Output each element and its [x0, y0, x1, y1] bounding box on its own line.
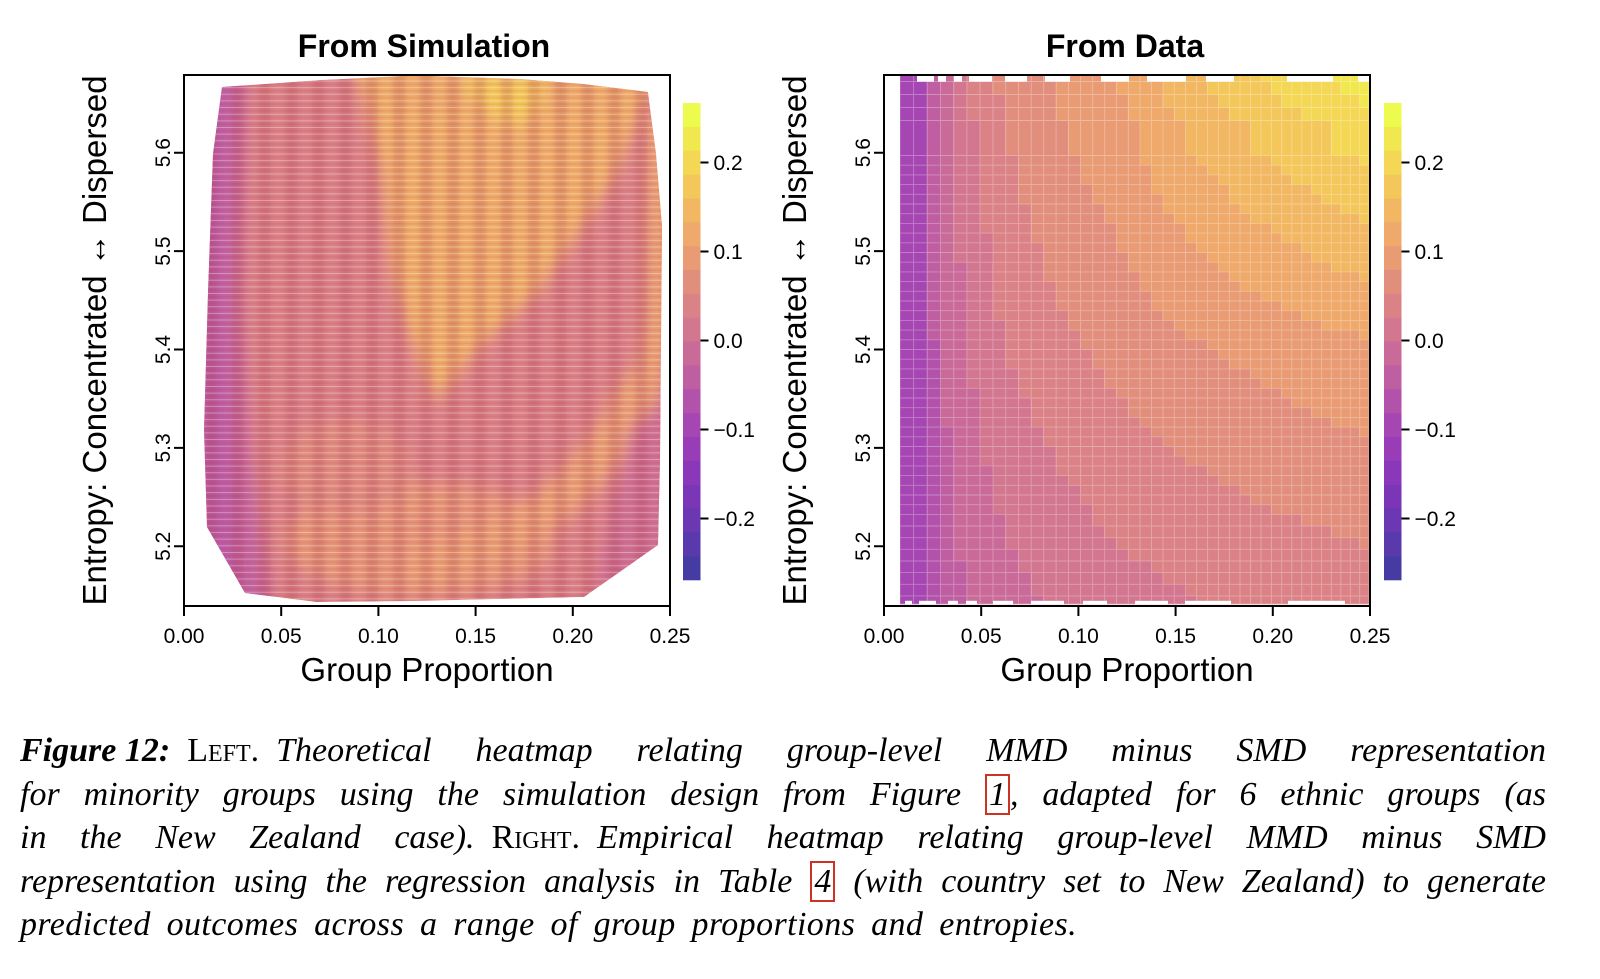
- svg-text:5.5: 5.5: [152, 236, 175, 265]
- svg-text:5.4: 5.4: [852, 335, 875, 365]
- svg-text:0.10: 0.10: [1058, 625, 1099, 648]
- svg-text:0.25: 0.25: [1350, 625, 1391, 648]
- svg-text:−0.1: −0.1: [1415, 419, 1456, 442]
- svg-text:5.3: 5.3: [152, 433, 175, 462]
- svg-text:5.5: 5.5: [852, 236, 875, 265]
- svg-text:5.2: 5.2: [152, 532, 175, 561]
- svg-text:0.2: 0.2: [714, 152, 743, 175]
- svg-text:0.10: 0.10: [358, 625, 399, 648]
- svg-text:0.2: 0.2: [1415, 152, 1444, 175]
- svg-text:Group Proportion: Group Proportion: [1000, 651, 1253, 688]
- svg-text:0.1: 0.1: [714, 241, 743, 264]
- svg-text:0.00: 0.00: [164, 625, 205, 648]
- svg-text:0.00: 0.00: [864, 625, 905, 648]
- svg-text:5.2: 5.2: [852, 532, 875, 561]
- svg-text:From Data: From Data: [1046, 28, 1204, 64]
- svg-text:0.20: 0.20: [1252, 625, 1293, 648]
- svg-text:−0.1: −0.1: [714, 419, 755, 442]
- svg-text:0.05: 0.05: [261, 625, 302, 648]
- svg-text:0.15: 0.15: [1155, 625, 1196, 648]
- svg-text:0.20: 0.20: [552, 625, 593, 648]
- svg-text:5.6: 5.6: [852, 138, 875, 167]
- svg-text:Entropy: Concentrated ↔ Disper: Entropy: Concentrated ↔ Dispersed: [76, 75, 113, 605]
- svg-text:Entropy: Concentrated ↔ Disper: Entropy: Concentrated ↔ Dispersed: [776, 75, 813, 605]
- svg-text:Group Proportion: Group Proportion: [300, 651, 553, 688]
- svg-text:0.15: 0.15: [455, 625, 496, 648]
- svg-text:5.3: 5.3: [852, 433, 875, 462]
- svg-text:0.1: 0.1: [1415, 241, 1444, 264]
- svg-text:0.05: 0.05: [961, 625, 1002, 648]
- svg-text:0.0: 0.0: [1415, 330, 1444, 353]
- svg-text:5.4: 5.4: [152, 335, 175, 365]
- svg-text:0.0: 0.0: [714, 330, 743, 353]
- svg-text:−0.2: −0.2: [1415, 508, 1456, 531]
- svg-text:From Simulation: From Simulation: [298, 28, 550, 64]
- svg-text:5.6: 5.6: [152, 138, 175, 167]
- svg-text:−0.2: −0.2: [714, 508, 755, 531]
- svg-text:0.25: 0.25: [650, 625, 691, 648]
